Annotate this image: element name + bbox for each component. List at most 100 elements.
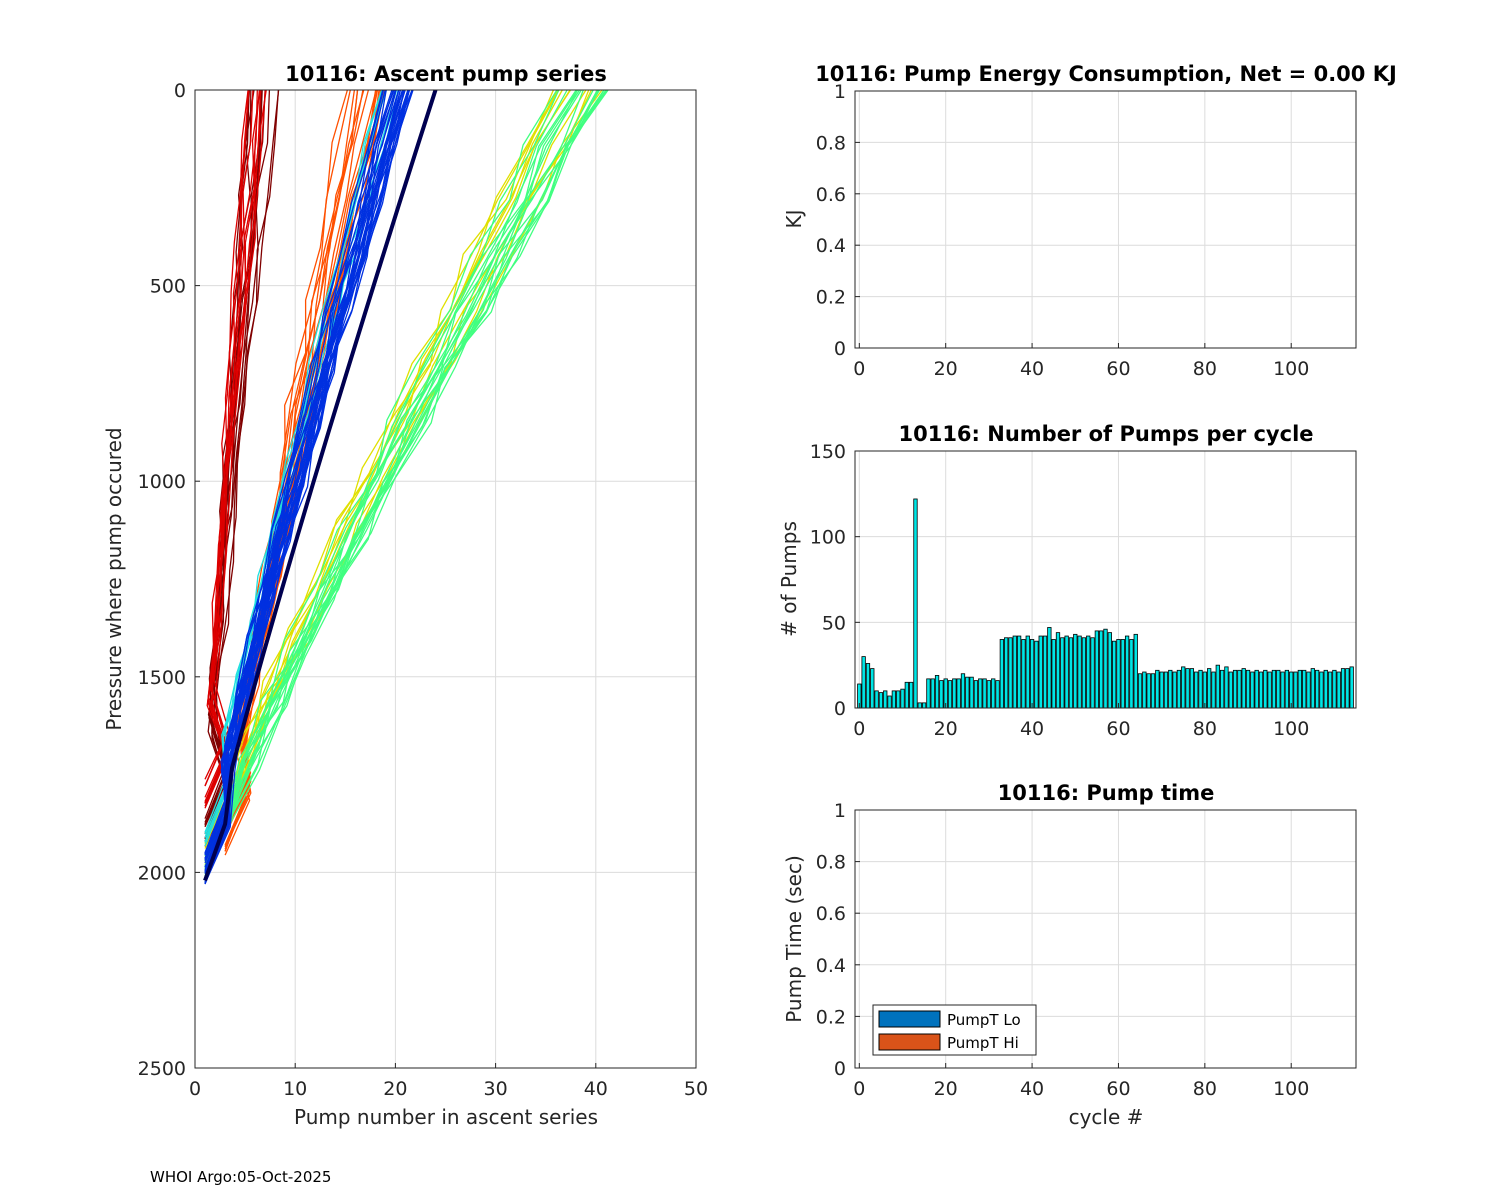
pumps-bar: [1103, 628, 1108, 709]
pumps-bar: [1271, 669, 1277, 709]
ascent-line: [204, 89, 250, 804]
pumps-bar: [939, 680, 944, 709]
pumps-bar: [1340, 668, 1346, 709]
ascent-line: [204, 89, 262, 842]
pumptime-xlabel: cycle #: [1069, 1105, 1144, 1129]
ascent-line: [204, 89, 599, 877]
pumps-bar: [982, 678, 987, 709]
y-tick-label: 1: [834, 81, 846, 103]
x-tick-label: 40: [1020, 358, 1044, 380]
x-tick-label: 0: [853, 718, 865, 740]
pumps-bar: [1124, 635, 1130, 709]
pumps-bar: [909, 681, 914, 709]
x-tick-label: 10: [283, 1078, 307, 1100]
x-tick-label: 40: [1020, 718, 1044, 740]
legend-swatch-hi: [878, 1033, 941, 1051]
pumptime-legend: PumpT Lo PumpT Hi: [872, 1004, 1037, 1056]
pumps-bar: [870, 668, 875, 709]
pumps-bar: [1081, 637, 1087, 709]
energy-title: 10116: Pump Energy Consumption, Net = 0.…: [815, 62, 1397, 86]
ascent-line: [204, 89, 607, 866]
y-tick-label: 150: [810, 441, 846, 463]
pumps-bar: [1133, 633, 1138, 709]
y-tick-label: 0.2: [816, 1006, 846, 1028]
pumps-bar: [883, 690, 888, 709]
pumps-bar: [1116, 639, 1121, 709]
pumps-bar: [1185, 668, 1190, 709]
pumps-bar: [1086, 635, 1091, 709]
pumps-bar: [900, 688, 905, 709]
pumps-bar: [1004, 637, 1009, 709]
pumps-bar: [1245, 669, 1251, 709]
pumps-bar: [1042, 635, 1048, 709]
y-tick-label: 50: [822, 612, 846, 634]
legend-swatch-lo: [878, 1010, 941, 1028]
pumps-bar: [1194, 671, 1199, 709]
ascent-title: 10116: Ascent pump series: [285, 62, 607, 86]
pumps-bar: [1211, 671, 1216, 709]
ascent-line: [224, 89, 359, 846]
pumptime-title: 10116: Pump time: [998, 781, 1215, 805]
pumptime-grid: [855, 809, 1356, 1069]
ascent-line: [204, 89, 584, 857]
energy-chart: 0 20 40 60 80 100 0 0.2 0.4 0.6 0.8 1 10116: Pump E…: [782, 62, 1397, 380]
y-tick-label: 0.8: [816, 852, 846, 874]
x-tick-label: 20: [383, 1078, 407, 1100]
pumps-bar: [947, 680, 953, 709]
pumps-bar: [1064, 635, 1069, 709]
pumps-bar: [1163, 671, 1169, 709]
ascent-ylabel: Pressure where pump occured: [102, 427, 126, 730]
ascent-line: [204, 89, 605, 862]
x-tick-label: 30: [484, 1078, 508, 1100]
ascent-line: [204, 89, 582, 883]
y-tick-label: 0: [174, 80, 186, 102]
y-tick-label: 0: [834, 698, 846, 720]
pumps-bar: [1025, 635, 1030, 709]
pumps-bar: [952, 678, 957, 709]
x-tick-label: 100: [1273, 1078, 1309, 1100]
pumps-bar: [1315, 669, 1320, 709]
pumptime-ticks: 0 20 40 60 80 100 0 0.2 0.4 0.6 0.8 1: [816, 800, 1310, 1100]
pumps-bar: [1302, 669, 1307, 709]
pumps-bar: [1215, 664, 1220, 709]
ascent-line: [204, 89, 406, 879]
pumptime-ylabel: Pump Time (sec): [782, 855, 806, 1023]
pumps-bar: [1345, 668, 1350, 709]
pumps-bar: [1237, 669, 1242, 709]
ascent-line: [204, 89, 568, 877]
ascent-line: [204, 89, 563, 847]
pumps-bar: [1142, 671, 1147, 709]
energy-axes-box: [854, 90, 1357, 349]
y-tick-label: 2500: [138, 1058, 186, 1080]
pumps-bar: [1332, 669, 1337, 709]
y-tick-label: 0.8: [816, 132, 846, 154]
pumps-bar: [999, 639, 1004, 709]
pumptime-chart: 0 20 40 60 80 100 0 0.2 0.4 0.6 0.8 1 10116: Pump t…: [782, 781, 1357, 1129]
pumps-bar: [1297, 669, 1302, 709]
pumps-bar: [956, 678, 961, 709]
ascent-line: [204, 89, 410, 881]
pumps-bar: [930, 678, 935, 709]
ascent-series-lines: [203, 89, 609, 885]
pumps-bar: [1159, 671, 1164, 709]
x-tick-label: 60: [1106, 718, 1130, 740]
pumps-bar: [904, 681, 909, 709]
y-tick-label: 0: [834, 1058, 846, 1080]
y-tick-label: 500: [150, 276, 186, 298]
pumps-bar: [1047, 627, 1052, 709]
pumps-bar: [1055, 632, 1061, 709]
ascent-line: [204, 89, 560, 869]
pumps-bar: [865, 663, 871, 709]
pumps-bar: [926, 678, 931, 709]
energy-plot-area: [855, 91, 1356, 348]
ascent-line: [203, 89, 438, 882]
pumps-bar: [1021, 639, 1026, 709]
y-tick-label: 0.6: [816, 903, 846, 925]
pumps-bar: [1077, 635, 1082, 709]
pumps-ticks: 0 20 40 60 80 100 0 50 100 150: [810, 441, 1310, 740]
y-tick-label: 1000: [138, 471, 186, 493]
pumps-bar: [1068, 637, 1074, 709]
pumps-bar: [1073, 633, 1078, 709]
